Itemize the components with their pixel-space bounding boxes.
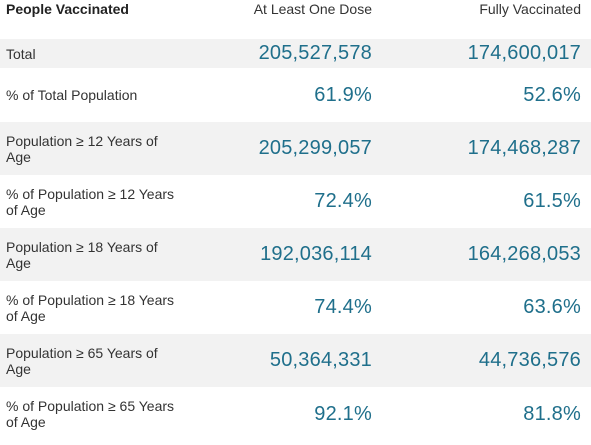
table-header: People Vaccinated At Least One Dose Full…	[0, 0, 591, 39]
at-least-one-dose-value: 74.4%	[314, 296, 372, 318]
table-row: % of Total Population 61.9% 52.6%	[0, 68, 591, 122]
row-label: % of Population ≥ 12 Years of Age	[6, 185, 175, 218]
at-least-one-dose-value: 72.4%	[314, 190, 372, 212]
at-least-one-dose-value: 61.9%	[314, 83, 372, 106]
row-label: Total	[0, 39, 190, 68]
table-row: Population ≥ 18 Years of Age 192,036,114…	[0, 228, 591, 281]
table-row: % of Population ≥ 65 Years of Age 92.1% …	[0, 387, 591, 441]
header-people-vaccinated: People Vaccinated	[6, 1, 129, 17]
table-row: Population ≥ 65 Years of Age 50,364,331 …	[0, 334, 591, 387]
row-label: % of Population ≥ 65 Years of Age	[6, 398, 175, 430]
row-label: Population ≥ 65 Years of Age	[0, 334, 190, 387]
row-label: Population ≥ 12 Years of Age	[0, 122, 190, 175]
header-row: People Vaccinated At Least One Dose Full…	[0, 0, 591, 39]
row-label: % of Population ≥ 18 Years of Age	[6, 291, 175, 324]
header-at-least-one-dose: At Least One Dose	[253, 1, 372, 17]
at-least-one-dose-value: 205,299,057	[190, 122, 382, 175]
row-label: % of Total Population	[6, 87, 138, 103]
row-label: Population ≥ 18 Years of Age	[0, 228, 190, 281]
fully-vaccinated-value: 61.5%	[523, 190, 581, 212]
fully-vaccinated-value: 81.8%	[523, 402, 581, 425]
fully-vaccinated-value: 174,468,287	[382, 122, 591, 175]
fully-vaccinated-value: 63.6%	[523, 296, 581, 318]
table-row: Population ≥ 12 Years of Age 205,299,057…	[0, 122, 591, 175]
at-least-one-dose-value: 192,036,114	[190, 228, 382, 281]
fully-vaccinated-value: 164,268,053	[382, 228, 591, 281]
at-least-one-dose-value: 92.1%	[314, 402, 372, 425]
fully-vaccinated-value: 174,600,017	[382, 39, 591, 68]
table-row: % of Population ≥ 12 Years of Age 72.4% …	[0, 175, 591, 228]
header-fully-vaccinated: Fully Vaccinated	[479, 1, 581, 17]
table-body: Total 205,527,578 174,600,017 % of Total…	[0, 39, 591, 441]
fully-vaccinated-value: 44,736,576	[382, 334, 591, 387]
at-least-one-dose-value: 50,364,331	[190, 334, 382, 387]
at-least-one-dose-value: 205,527,578	[190, 39, 382, 68]
table-row: % of Population ≥ 18 Years of Age 74.4% …	[0, 281, 591, 334]
table-row: Total 205,527,578 174,600,017	[0, 39, 591, 68]
fully-vaccinated-value: 52.6%	[523, 83, 581, 106]
